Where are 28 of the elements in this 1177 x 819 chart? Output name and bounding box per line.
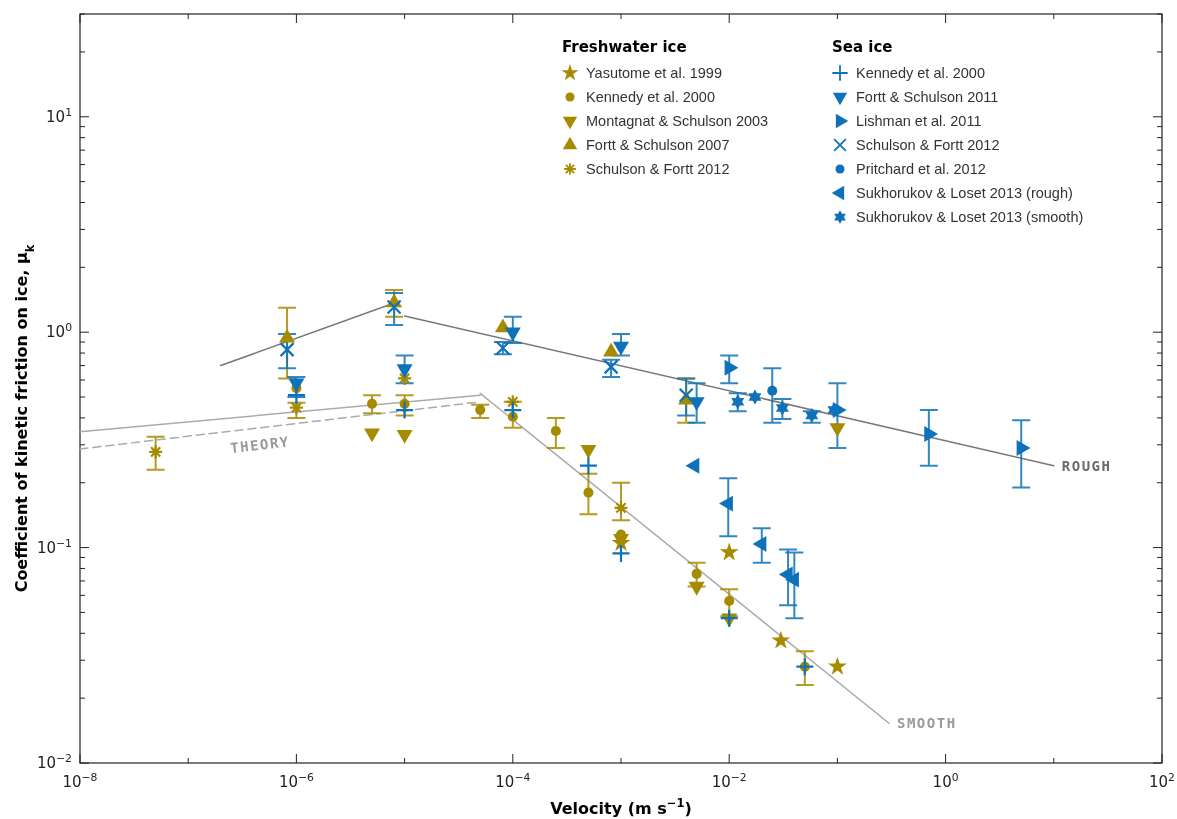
legend-label: Pritchard et al. 2012 (856, 161, 986, 177)
x-axis-title: Velocity (m s$^{−1}$) (550, 796, 692, 818)
legend-label: Sukhorukov & Loset 2013 (rough) (856, 185, 1073, 201)
x-tick-label: 10$^{−4}$ (495, 770, 531, 791)
y-tick-label: 10$^{1}$ (46, 105, 72, 126)
text: THEORY (229, 433, 291, 457)
series-label: SMOOTH (897, 715, 957, 732)
legend-label: Schulson & Fortt 2012 (856, 137, 1000, 153)
legend-label: Schulson & Fortt 2012 (586, 161, 730, 177)
legend-label: Yasutome et al. 1999 (586, 65, 722, 81)
legend-label: Fortt & Schulson 2011 (856, 89, 999, 105)
x-tick-label: 10$^{−6}$ (278, 770, 315, 791)
text: Sea ice (832, 38, 893, 56)
x-tick-label: 10$^{2}$ (1149, 770, 1175, 791)
legend-label: Kennedy et al. 2000 (586, 89, 715, 105)
legend-label: Kennedy et al. 2000 (856, 65, 985, 81)
y-tick-label: 10$^{−2}$ (36, 751, 72, 772)
text: Freshwater ice (562, 38, 687, 56)
legend-label: Montagnat & Schulson 2003 (586, 113, 769, 129)
legend-label: Sukhorukov & Loset 2013 (smooth) (856, 209, 1084, 225)
series-label: ROUGH (1061, 457, 1112, 474)
legend-label: Lishman et al. 2011 (856, 113, 982, 129)
x-tick-label: 10$^{−8}$ (62, 770, 98, 791)
legend-label: Fortt & Schulson 2007 (586, 137, 730, 153)
x-tick-label: 10$^{0}$ (932, 770, 959, 791)
y-tick-label: 10$^{−1}$ (36, 536, 72, 557)
x-tick-label: 10$^{−2}$ (711, 770, 747, 791)
y-tick-label: 10$^{0}$ (46, 320, 73, 342)
